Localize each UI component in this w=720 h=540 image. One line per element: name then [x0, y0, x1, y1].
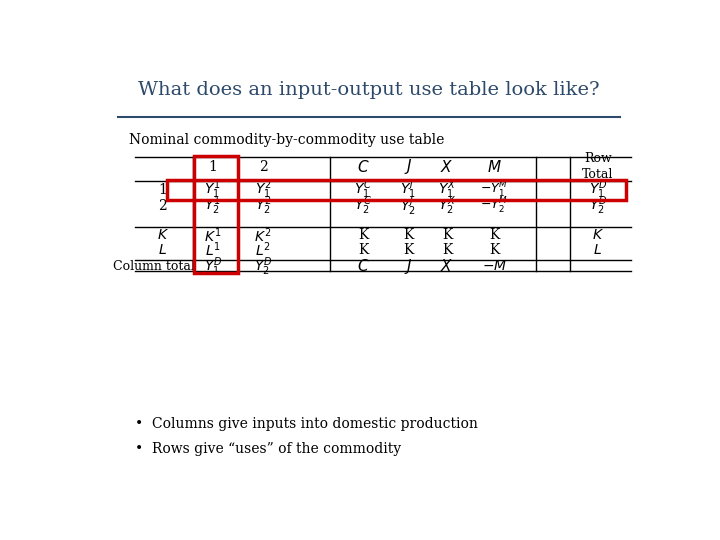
Text: $Y_2^D$: $Y_2^D$ [588, 195, 607, 218]
Text: 1: 1 [158, 183, 167, 197]
Text: $J$: $J$ [404, 157, 413, 176]
Text: K: K [403, 228, 413, 242]
Text: $Y_2^C$: $Y_2^C$ [354, 195, 372, 218]
Text: $Y_2^1$: $Y_2^1$ [204, 195, 221, 218]
Text: $Y_1^2$: $Y_1^2$ [255, 178, 271, 201]
Text: $-Y_1^M$: $-Y_1^M$ [480, 179, 509, 200]
Text: $X$: $X$ [441, 159, 454, 174]
Text: 1: 1 [208, 160, 217, 174]
Text: $Y_2^J$: $Y_2^J$ [400, 194, 416, 218]
Text: $K^1$: $K^1$ [204, 226, 222, 245]
Text: $C$: $C$ [357, 259, 369, 274]
Text: 2: 2 [158, 199, 167, 213]
Text: $-Y_2^M$: $-Y_2^M$ [480, 196, 509, 216]
Text: $Y_1^D$: $Y_1^D$ [588, 178, 607, 201]
Text: $Y_2^D$: $Y_2^D$ [253, 255, 272, 278]
Text: $X$: $X$ [441, 259, 454, 274]
Text: K: K [359, 243, 369, 257]
Text: $K$: $K$ [156, 228, 168, 242]
Text: $L^2$: $L^2$ [255, 240, 271, 259]
Text: Row
Total: Row Total [582, 152, 613, 181]
Text: $Y_1^C$: $Y_1^C$ [354, 178, 372, 201]
Text: What does an input-output use table look like?: What does an input-output use table look… [138, 82, 600, 99]
Text: $Y_1^1$: $Y_1^1$ [204, 178, 221, 201]
Text: $L$: $L$ [593, 243, 602, 257]
Bar [194, 156, 238, 273]
Text: K: K [490, 228, 500, 242]
Text: $Y_1^D$: $Y_1^D$ [204, 255, 222, 278]
Text: $Y_1^J$: $Y_1^J$ [400, 178, 416, 201]
Text: K: K [490, 243, 500, 257]
Text: Nominal commodity-by-commodity use table: Nominal commodity-by-commodity use table [129, 133, 444, 147]
Text: $L$: $L$ [158, 243, 167, 257]
Text: 2: 2 [258, 160, 267, 174]
Text: K: K [403, 243, 413, 257]
Text: $K^2$: $K^2$ [254, 226, 271, 245]
Text: K: K [442, 228, 452, 242]
Text: $Y_2^2$: $Y_2^2$ [255, 195, 271, 218]
Text: $K$: $K$ [592, 228, 604, 242]
Text: $C$: $C$ [357, 159, 369, 174]
Text: $Y_1^X$: $Y_1^X$ [438, 178, 456, 201]
Text: •  Columns give inputs into domestic production: • Columns give inputs into domestic prod… [135, 417, 477, 431]
Text: $Y_2^X$: $Y_2^X$ [438, 195, 456, 218]
Text: $-M$: $-M$ [482, 259, 507, 273]
Text: K: K [442, 243, 452, 257]
Text: $M$: $M$ [487, 159, 502, 174]
Text: $J$: $J$ [404, 257, 413, 276]
Text: •  Rows give “uses” of the commodity: • Rows give “uses” of the commodity [135, 442, 401, 456]
Text: Column total: Column total [113, 260, 195, 273]
Text: K: K [359, 228, 369, 242]
Text: $L^1$: $L^1$ [204, 240, 221, 259]
Bar [167, 180, 626, 200]
